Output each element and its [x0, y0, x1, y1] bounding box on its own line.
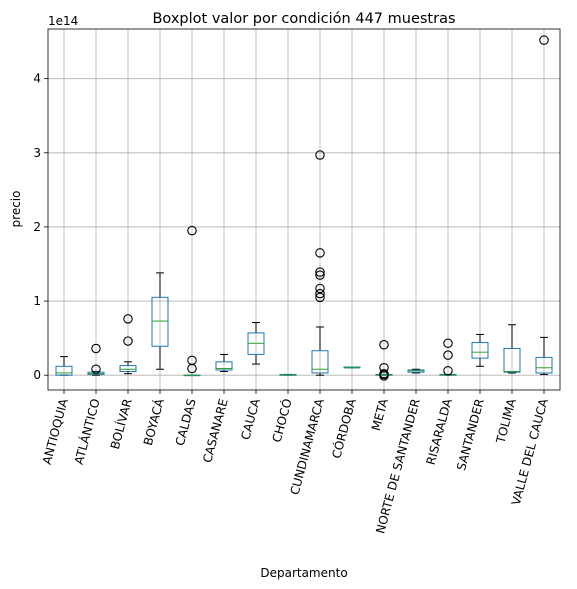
box [215, 361, 233, 371]
grid-layer [48, 29, 560, 390]
outlier-point [539, 35, 549, 45]
outlier-point [91, 364, 101, 374]
box [471, 342, 489, 359]
outlier-point [315, 267, 325, 277]
x-axis-label: Departamento [260, 566, 347, 580]
outlier-point [443, 350, 453, 360]
outlier-point [187, 225, 197, 236]
box [503, 347, 521, 373]
y-scale-offset-label: 1e14 [48, 14, 78, 28]
outlier-point [315, 288, 325, 299]
box [55, 365, 73, 376]
outlier-point [315, 270, 325, 280]
y-tick-label: 3 [33, 146, 41, 160]
outlier-point [123, 314, 133, 324]
box [151, 296, 169, 347]
outlier-point [443, 365, 453, 376]
outlier-point [187, 355, 197, 366]
box-layer [55, 35, 553, 381]
outlier-point [379, 340, 389, 350]
outlier-point [379, 368, 389, 379]
outlier-point [379, 363, 389, 373]
y-tick-label: 4 [33, 72, 41, 86]
outlier-point [315, 150, 325, 160]
chart-title: Boxplot valor por condición 447 muestras [152, 11, 455, 27]
outlier-point [91, 343, 101, 354]
outlier-point [123, 336, 133, 346]
outlier-point [443, 338, 453, 349]
y-tick-label: 0 [33, 368, 41, 382]
box [311, 350, 329, 374]
plot-frame [47, 28, 561, 391]
y-axis-label: precio [9, 191, 23, 228]
outlier-point [315, 248, 325, 258]
y-tick-label: 2 [33, 220, 41, 234]
outlier-point [315, 283, 325, 294]
box [535, 356, 553, 374]
box [119, 365, 137, 372]
y-tick-label: 1 [33, 294, 41, 308]
